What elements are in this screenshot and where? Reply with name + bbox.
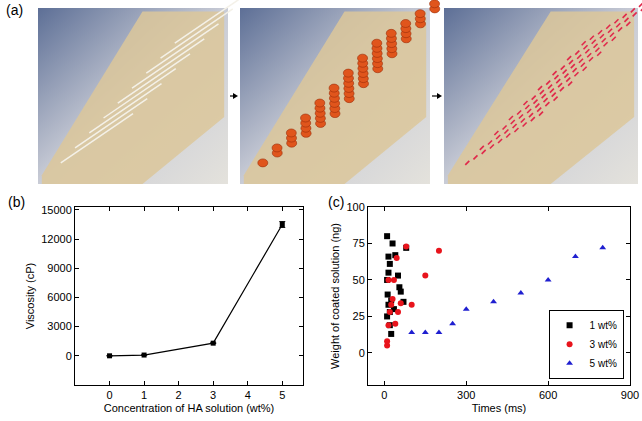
svg-text:900: 900 (621, 389, 639, 401)
svg-text:Weight of coated solution (ng): Weight of coated solution (ng) (329, 223, 341, 369)
svg-text:Concentration of HA solution (: Concentration of HA solution (wt%) (104, 402, 275, 414)
svg-text:(b): (b) (8, 194, 25, 210)
svg-text:2: 2 (176, 389, 182, 401)
svg-text:Times (ms): Times (ms) (472, 402, 527, 414)
svg-text:(c): (c) (328, 194, 344, 210)
svg-text:100: 100 (346, 201, 364, 213)
svg-text:3 wt%: 3 wt% (590, 339, 617, 350)
svg-text:Viscosity (cP): Viscosity (cP) (24, 263, 36, 329)
svg-text:0: 0 (106, 389, 112, 401)
svg-text:3: 3 (210, 389, 216, 401)
svg-text:3000: 3000 (47, 320, 71, 332)
svg-text:6000: 6000 (47, 291, 71, 303)
svg-text:50: 50 (353, 274, 365, 286)
svg-text:4: 4 (245, 389, 251, 401)
svg-text:15000: 15000 (41, 204, 72, 216)
svg-text:25: 25 (353, 310, 365, 322)
svg-text:0: 0 (66, 350, 72, 362)
svg-text:12000: 12000 (41, 233, 72, 245)
svg-text:0: 0 (359, 347, 365, 359)
svg-text:1: 1 (141, 389, 147, 401)
svg-text:1 wt%: 1 wt% (590, 320, 617, 331)
svg-text:9000: 9000 (47, 262, 71, 274)
svg-text:5: 5 (279, 389, 285, 401)
svg-text:0: 0 (381, 389, 387, 401)
html-text:(a): (a) (6, 2, 24, 18)
svg-text:300: 300 (457, 389, 475, 401)
svg-text:5 wt%: 5 wt% (590, 358, 617, 369)
svg-text:600: 600 (539, 389, 557, 401)
svg-text:75: 75 (353, 237, 365, 249)
